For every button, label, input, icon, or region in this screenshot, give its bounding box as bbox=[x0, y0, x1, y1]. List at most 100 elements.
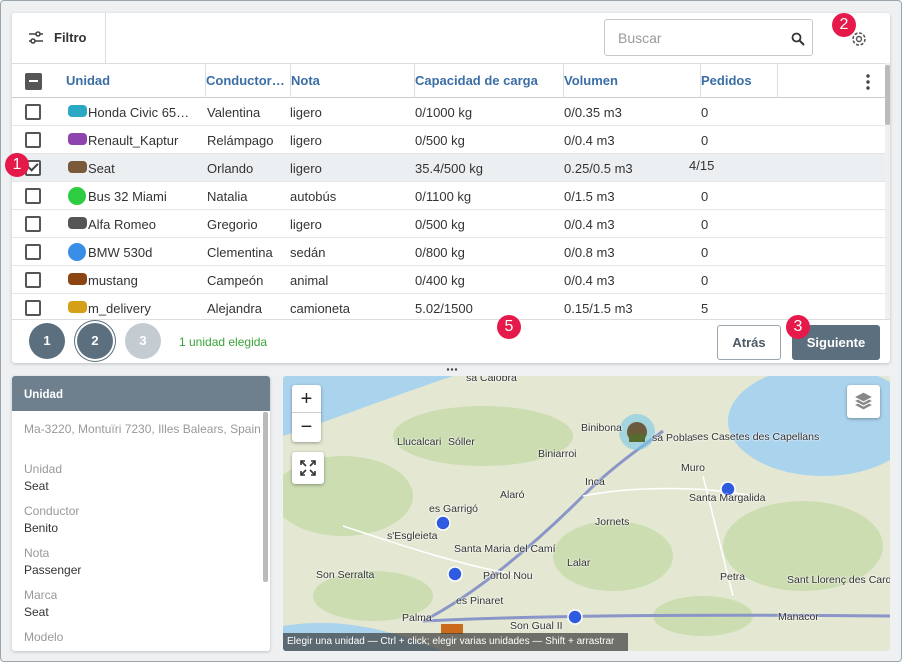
units-panel: Filtro Buscar Unidad Conductor… Nota Capaci… bbox=[12, 13, 890, 363]
map-hint: Elegir una unidad — Ctrl + click; elegir… bbox=[287, 636, 615, 647]
map-place-label: Son Gual II bbox=[510, 620, 563, 632]
cell-text: 0 bbox=[701, 218, 709, 232]
map-place-label: es Pinaret bbox=[456, 595, 504, 607]
table-row[interactable]: Honda Civic 65… Valentina ligero 0/1000 kg 0… bbox=[12, 98, 885, 126]
unit-icon bbox=[68, 133, 87, 145]
search-placeholder: Buscar bbox=[618, 31, 662, 45]
cell-text: 0 bbox=[701, 274, 709, 288]
cell-text: 4/15 bbox=[689, 159, 715, 173]
map-base bbox=[283, 376, 890, 651]
layers-button[interactable] bbox=[847, 385, 880, 418]
cell-text: Orlando bbox=[207, 162, 254, 176]
fullscreen-button[interactable] bbox=[292, 452, 324, 484]
cell-text: Natalia bbox=[207, 190, 248, 204]
back-button[interactable]: Atrás bbox=[717, 325, 781, 360]
column-divider bbox=[563, 64, 564, 98]
zoom-out-button[interactable]: − bbox=[300, 416, 313, 438]
unit-icon bbox=[68, 301, 87, 313]
cell-text: Alejandra bbox=[207, 302, 262, 316]
row-checkbox[interactable] bbox=[25, 104, 41, 120]
resize-handle[interactable] bbox=[446, 367, 458, 372]
field-label: Nota bbox=[24, 546, 50, 560]
search-icon bbox=[791, 32, 805, 46]
table-row[interactable]: mustang Campeón animal 0/400 kg 0/0.4 m3 0 bbox=[12, 266, 885, 294]
unit-icon bbox=[68, 187, 86, 205]
row-checkbox[interactable] bbox=[25, 244, 41, 260]
scrollbar-thumb[interactable] bbox=[885, 65, 890, 125]
table-row[interactable]: Alfa Romeo Gregorio ligero 0/500 kg 0/0.4 m3… bbox=[12, 210, 885, 238]
column-menu-icon[interactable] bbox=[864, 73, 872, 91]
select-all-checkbox[interactable] bbox=[25, 73, 42, 90]
cell-text: animal bbox=[290, 274, 329, 288]
column-header[interactable]: Volumen bbox=[564, 74, 618, 88]
map-place-label: Santa Maria del Camí bbox=[454, 543, 556, 555]
callout-badge: 1 bbox=[5, 153, 29, 177]
details-scrollbar[interactable] bbox=[263, 412, 268, 582]
field-value: Passenger bbox=[24, 563, 82, 577]
map-place-label: Sóller bbox=[448, 436, 475, 448]
filter-button[interactable]: Filtro bbox=[12, 13, 106, 63]
cell-text: Alfa Romeo bbox=[88, 218, 156, 232]
zoom-in-button[interactable]: + bbox=[292, 385, 321, 413]
cell-text: 0 bbox=[701, 246, 709, 260]
cell-text: autobús bbox=[290, 190, 337, 204]
field-label: Conductor bbox=[24, 504, 80, 518]
field-label: Marca bbox=[24, 588, 58, 602]
column-header[interactable]: Unidad bbox=[66, 74, 111, 88]
cell-text: 0/500 kg bbox=[415, 134, 465, 148]
details-address: Ma-3220, Montuïri 7230, Illes Balears, S… bbox=[24, 422, 261, 436]
map-hint-bar: Elegir una unidad — Ctrl + click; elegir… bbox=[283, 633, 628, 651]
column-divider bbox=[414, 64, 415, 98]
row-checkbox[interactable] bbox=[25, 272, 41, 288]
cell-text: sedán bbox=[290, 246, 326, 260]
map-place-label: Son Serralta bbox=[316, 569, 375, 581]
cell-text: Renault_Kaptur bbox=[88, 134, 179, 148]
map-place-label: sa Calobra bbox=[466, 376, 517, 384]
cell-text: 0.25/0.5 m3 bbox=[564, 162, 633, 176]
map-place-label: Lalar bbox=[567, 557, 591, 569]
map-place-label: s'Esgleieta bbox=[387, 530, 438, 542]
table-row[interactable]: Bus 32 Miami Natalia autobús 0/1100 kg 0/1.5… bbox=[12, 182, 885, 210]
map[interactable]: + − sa Calobra Llucalcari Sóller Binibona sa… bbox=[283, 376, 890, 651]
cell-text: m_delivery bbox=[88, 302, 151, 316]
cell-text: camioneta bbox=[290, 302, 350, 316]
cell-text: 0 bbox=[701, 190, 709, 204]
column-header[interactable]: Nota bbox=[291, 74, 320, 88]
page-button[interactable]: 2 bbox=[77, 323, 113, 359]
selection-status: 1 unidad elegida bbox=[179, 335, 268, 349]
cell-text: mustang bbox=[88, 274, 138, 288]
cell-text: ligero bbox=[290, 106, 322, 120]
cell-text: 35.4/500 kg bbox=[415, 162, 483, 176]
cell-text: 0.15/1.5 m3 bbox=[564, 302, 633, 316]
row-checkbox[interactable] bbox=[25, 188, 41, 204]
table-row[interactable]: Seat Orlando ligero 35.4/500 kg 0.25/0.5 m3 4… bbox=[12, 154, 885, 182]
map-place-label: Jornets bbox=[595, 516, 630, 528]
page-button[interactable]: 3 bbox=[125, 323, 161, 359]
row-checkbox[interactable] bbox=[25, 300, 41, 316]
column-header[interactable]: Conductor… bbox=[206, 74, 285, 88]
column-divider bbox=[205, 64, 206, 98]
table-header: Unidad Conductor… Nota Capacidad de carga Vo… bbox=[12, 63, 885, 98]
search-box[interactable]: Buscar bbox=[604, 19, 813, 56]
settings-icon[interactable] bbox=[850, 30, 868, 48]
details-header-bar: Unidad bbox=[12, 376, 270, 411]
column-header[interactable]: Pedidos bbox=[701, 74, 752, 88]
map-place-label: Muro bbox=[681, 462, 705, 474]
column-divider bbox=[700, 64, 701, 98]
callout-badge: 5 bbox=[497, 315, 521, 339]
row-checkbox[interactable] bbox=[25, 132, 41, 148]
map-place-label: sa Pobla bbox=[652, 432, 693, 444]
table-row[interactable]: m_delivery Alejandra camioneta 5.02/1500 0.1… bbox=[12, 294, 885, 320]
cell-text: BMW 530d bbox=[88, 246, 153, 260]
cell-text: 0/0.8 m3 bbox=[564, 246, 615, 260]
table-row[interactable]: Renault_Kaptur Relámpago ligero 0/500 kg 0/0… bbox=[12, 126, 885, 154]
callout-badge: 2 bbox=[832, 13, 856, 37]
filter-icon bbox=[29, 31, 43, 44]
column-header[interactable]: Capacidad de carga bbox=[415, 74, 538, 88]
table-row[interactable]: BMW 530d Clementina sedán 0/800 kg 0/0.8 m3 0 bbox=[12, 238, 885, 266]
row-checkbox[interactable] bbox=[25, 216, 41, 232]
page-button[interactable]: 1 bbox=[29, 323, 65, 359]
field-label: Unidad bbox=[24, 462, 63, 476]
map-place-label: Binibona bbox=[581, 422, 622, 434]
